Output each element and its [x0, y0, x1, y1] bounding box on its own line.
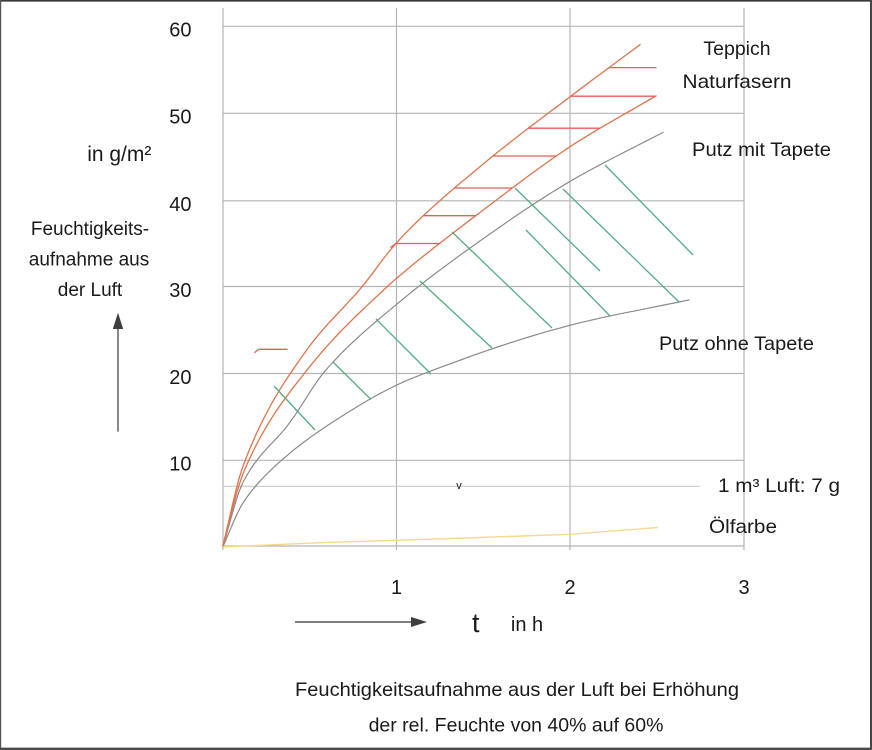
svg-text:in g/m²: in g/m² — [87, 143, 151, 166]
svg-text:3: 3 — [738, 577, 749, 599]
svg-text:der Luft: der Luft — [58, 280, 123, 301]
svg-text:40: 40 — [169, 194, 191, 216]
svg-text:Feuchtigkeits-: Feuchtigkeits- — [31, 219, 149, 240]
svg-text:2: 2 — [564, 577, 575, 599]
svg-text:30: 30 — [169, 280, 191, 302]
svg-text:Teppich: Teppich — [703, 38, 770, 60]
svg-text:Feuchtigkeitsaufnahme aus der: Feuchtigkeitsaufnahme aus der Luft bei E… — [295, 679, 739, 701]
svg-text:der rel. Feuchte von 40% auf 6: der rel. Feuchte von 40% auf 60% — [369, 715, 664, 737]
svg-text:1 m³ Luft: 7 g: 1 m³ Luft: 7 g — [718, 475, 840, 497]
svg-text:aufnahme aus: aufnahme aus — [29, 250, 149, 271]
svg-text:Ölfarbe: Ölfarbe — [709, 516, 777, 538]
svg-text:in h: in h — [511, 614, 543, 636]
svg-text:60: 60 — [169, 20, 191, 42]
svg-text:20: 20 — [169, 367, 191, 389]
svg-text:v: v — [456, 480, 462, 492]
svg-text:Putz ohne Tapete: Putz ohne Tapete — [659, 333, 814, 355]
svg-text:Putz mit Tapete: Putz mit Tapete — [692, 139, 831, 161]
svg-text:10: 10 — [169, 454, 191, 476]
svg-text:50: 50 — [169, 107, 191, 129]
svg-text:1: 1 — [391, 577, 402, 599]
svg-text:Naturfasern: Naturfasern — [683, 71, 792, 93]
svg-text:t: t — [472, 608, 480, 638]
